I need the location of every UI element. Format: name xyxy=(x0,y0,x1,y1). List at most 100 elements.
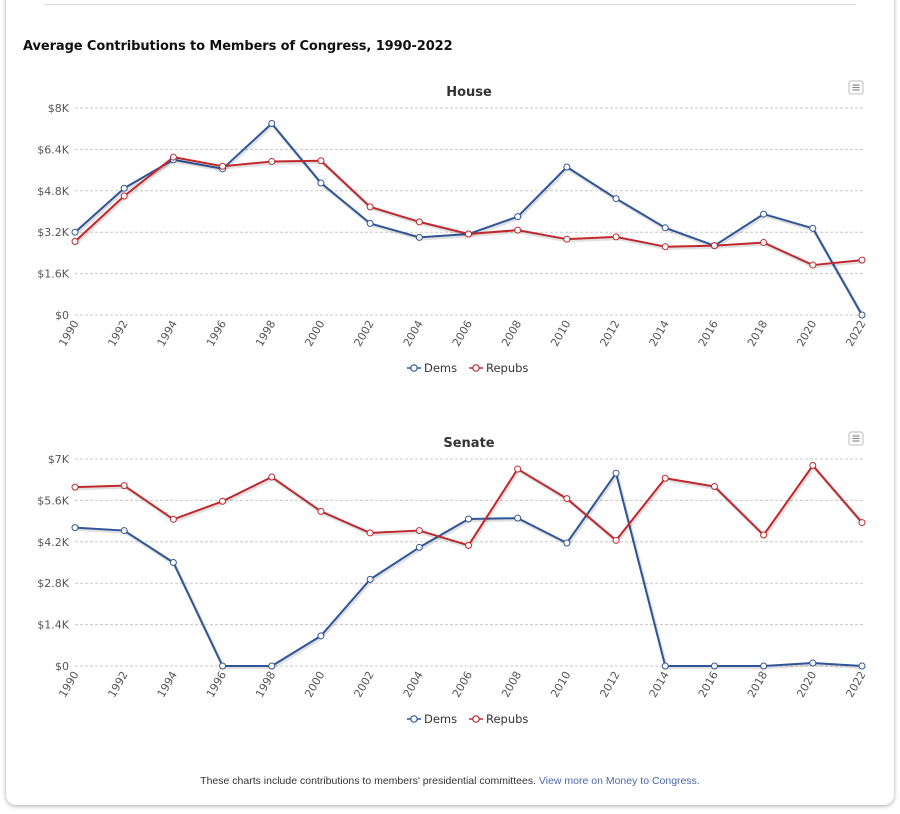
divider xyxy=(44,4,856,5)
data-point-repubs[interactable] xyxy=(563,495,571,503)
legend-point-marker xyxy=(472,715,480,723)
series-line-dems xyxy=(74,122,863,316)
data-point-repubs[interactable] xyxy=(71,238,79,246)
data-point-repubs[interactable] xyxy=(366,203,374,211)
x-tick-label: 2010 xyxy=(548,318,573,349)
x-tick-label: 2000 xyxy=(302,669,327,700)
data-point-dems[interactable] xyxy=(415,233,423,241)
page-title: Average Contributions to Members of Cong… xyxy=(23,39,453,54)
data-point-dems[interactable] xyxy=(465,515,472,523)
data-point-dems[interactable] xyxy=(858,311,866,319)
data-point-dems[interactable] xyxy=(268,120,276,128)
data-point-dems[interactable] xyxy=(317,179,325,187)
data-point-repubs[interactable] xyxy=(120,482,128,490)
y-tick-label: $1.6K xyxy=(37,268,69,281)
chart-card xyxy=(6,0,894,805)
data-point-repubs[interactable] xyxy=(169,153,177,161)
data-point-dems[interactable] xyxy=(612,195,620,203)
legend-item-repubs[interactable]: Repubs xyxy=(469,712,528,726)
data-point-dems[interactable] xyxy=(219,662,227,670)
x-tick-label: 2002 xyxy=(351,318,376,349)
x-tick-label: 2016 xyxy=(696,669,721,700)
data-point-repubs[interactable] xyxy=(858,519,866,527)
y-tick-label: $4.2K xyxy=(37,536,69,549)
data-point-dems[interactable] xyxy=(809,224,817,232)
y-tick-label: $7K xyxy=(48,453,70,466)
data-point-repubs[interactable] xyxy=(661,474,669,482)
data-point-repubs[interactable] xyxy=(612,536,620,544)
data-point-dems[interactable] xyxy=(317,632,325,640)
data-point-repubs[interactable] xyxy=(465,541,472,549)
data-point-dems[interactable] xyxy=(366,575,374,583)
data-point-repubs[interactable] xyxy=(219,497,227,505)
data-point-dems[interactable] xyxy=(514,514,522,522)
data-point-repubs[interactable] xyxy=(317,157,325,165)
data-point-dems[interactable] xyxy=(661,224,669,232)
data-point-repubs[interactable] xyxy=(415,527,423,535)
data-point-repubs[interactable] xyxy=(760,531,768,539)
data-point-dems[interactable] xyxy=(760,210,768,218)
data-point-dems[interactable] xyxy=(120,527,128,535)
data-point-dems[interactable] xyxy=(612,469,620,477)
data-point-repubs[interactable] xyxy=(514,226,522,234)
data-point-repubs[interactable] xyxy=(710,483,718,491)
data-point-dems[interactable] xyxy=(563,539,571,547)
x-tick-label: 2004 xyxy=(401,669,426,700)
data-point-dems[interactable] xyxy=(415,543,423,551)
legend-point-marker xyxy=(410,364,418,372)
legend-item-repubs[interactable]: Repubs xyxy=(469,361,528,375)
data-point-dems[interactable] xyxy=(71,524,79,532)
data-point-dems[interactable] xyxy=(661,662,669,670)
data-point-dems[interactable] xyxy=(120,184,128,192)
data-point-repubs[interactable] xyxy=(366,529,374,537)
data-point-repubs[interactable] xyxy=(612,233,620,241)
data-point-dems[interactable] xyxy=(514,213,522,221)
data-point-repubs[interactable] xyxy=(858,256,866,264)
x-tick-label: 2016 xyxy=(696,318,721,349)
data-point-repubs[interactable] xyxy=(415,218,423,226)
data-point-dems[interactable] xyxy=(858,662,866,670)
data-point-repubs[interactable] xyxy=(268,473,276,481)
series-line-repubs xyxy=(74,464,863,547)
chart-legend: Dems Repubs xyxy=(407,712,528,726)
legend-label: Repubs xyxy=(486,712,528,726)
data-point-repubs[interactable] xyxy=(710,242,718,250)
data-point-repubs[interactable] xyxy=(809,261,817,269)
data-point-repubs[interactable] xyxy=(169,515,177,523)
series-shadow xyxy=(75,464,865,549)
legend-item-dems[interactable]: Dems xyxy=(407,361,457,375)
data-point-dems[interactable] xyxy=(268,662,276,670)
money-to-congress-link[interactable]: View more on Money to Congress. xyxy=(538,775,700,787)
x-tick-label: 2022 xyxy=(843,669,868,700)
chart-menu-button[interactable] xyxy=(848,80,864,95)
legend-label: Dems xyxy=(424,712,457,726)
chart-legend: Dems Repubs xyxy=(407,361,528,375)
data-point-dems[interactable] xyxy=(563,163,571,171)
data-point-repubs[interactable] xyxy=(514,465,522,473)
data-point-repubs[interactable] xyxy=(219,162,227,170)
legend-point-marker xyxy=(410,715,418,723)
y-tick-label: $8K xyxy=(48,102,70,115)
y-tick-label: $2.8K xyxy=(37,577,69,590)
data-point-repubs[interactable] xyxy=(317,507,325,515)
data-point-dems[interactable] xyxy=(809,659,817,667)
x-tick-label: 1992 xyxy=(106,669,131,700)
chart-menu-button[interactable] xyxy=(848,431,864,446)
data-point-dems[interactable] xyxy=(71,228,79,236)
data-point-dems[interactable] xyxy=(710,662,718,670)
data-point-dems[interactable] xyxy=(760,662,768,670)
series-line-dems xyxy=(74,472,863,667)
data-point-repubs[interactable] xyxy=(809,462,817,470)
data-point-repubs[interactable] xyxy=(120,192,128,200)
data-point-repubs[interactable] xyxy=(760,239,768,247)
data-point-dems[interactable] xyxy=(366,219,374,227)
data-point-repubs[interactable] xyxy=(268,158,276,166)
chart-title: House xyxy=(446,85,492,100)
data-point-dems[interactable] xyxy=(169,559,177,566)
legend-item-dems[interactable]: Dems xyxy=(407,712,457,726)
data-point-repubs[interactable] xyxy=(661,243,669,251)
y-tick-label: $0 xyxy=(55,660,69,673)
data-point-repubs[interactable] xyxy=(71,483,79,491)
data-point-repubs[interactable] xyxy=(563,235,571,243)
data-point-repubs[interactable] xyxy=(465,230,472,238)
